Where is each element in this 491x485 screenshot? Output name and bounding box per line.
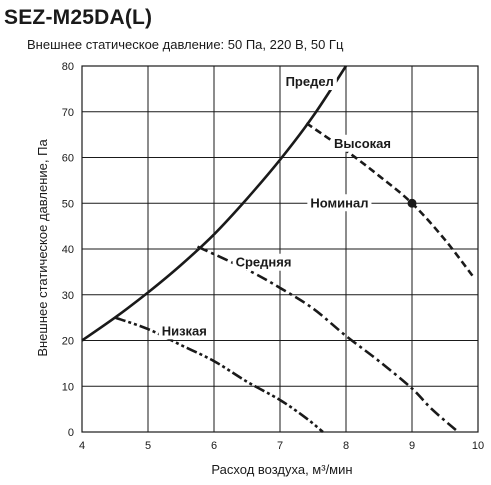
y-tick-label: 0 <box>68 427 74 439</box>
series-line <box>81 65 348 342</box>
y-tick-label: 10 <box>62 381 74 393</box>
curve-label-bg <box>282 73 337 91</box>
curve-label-bg <box>307 194 372 212</box>
x-tick-label: 8 <box>343 440 349 452</box>
x-tick-label: 6 <box>211 440 217 452</box>
x-axis-label: Расход воздуха, м³/мин <box>211 462 352 477</box>
y-axis-label: Внешнее статическое давление, Па <box>35 139 50 357</box>
curve-label-bg <box>331 134 394 152</box>
x-tick-label: 5 <box>145 440 151 452</box>
series-lines <box>81 65 476 433</box>
curve-label: Высокая <box>334 136 391 151</box>
y-tick-label: 20 <box>62 336 74 348</box>
y-tick-label: 60 <box>62 153 74 165</box>
curve-label: Номинал <box>310 195 368 210</box>
tick-labels: 4 5 6 7 8 9 10 0 10 20 30 40 50 60 70 80 <box>62 61 484 452</box>
series-line <box>305 122 476 280</box>
curve-label: Средняя <box>236 255 292 270</box>
y-tick-label: 40 <box>62 244 74 256</box>
series-line <box>114 316 324 433</box>
x-tick-label: 4 <box>79 440 85 452</box>
curve-label: Низкая <box>162 323 207 338</box>
y-tick-label: 50 <box>62 198 74 210</box>
x-tick-label: 10 <box>472 440 484 452</box>
series-line <box>196 245 460 433</box>
y-tick-label: 80 <box>62 61 74 73</box>
annotations: Предел Высокая Номинал Средняя Низкая <box>158 73 394 340</box>
nominal-point <box>407 198 417 208</box>
x-tick-label: 9 <box>409 440 415 452</box>
curve-label-bg <box>232 253 295 271</box>
curve-label-bg <box>158 322 210 340</box>
curve-label: Предел <box>286 74 334 89</box>
y-tick-label: 30 <box>62 290 74 302</box>
chart-title: SEZ-M25DA(L) <box>4 6 153 29</box>
chart-subtitle: Внешнее статическое давление: 50 Па, 220… <box>27 37 344 52</box>
grid <box>81 65 479 433</box>
y-tick-label: 70 <box>62 107 74 119</box>
x-tick-label: 7 <box>277 440 283 452</box>
